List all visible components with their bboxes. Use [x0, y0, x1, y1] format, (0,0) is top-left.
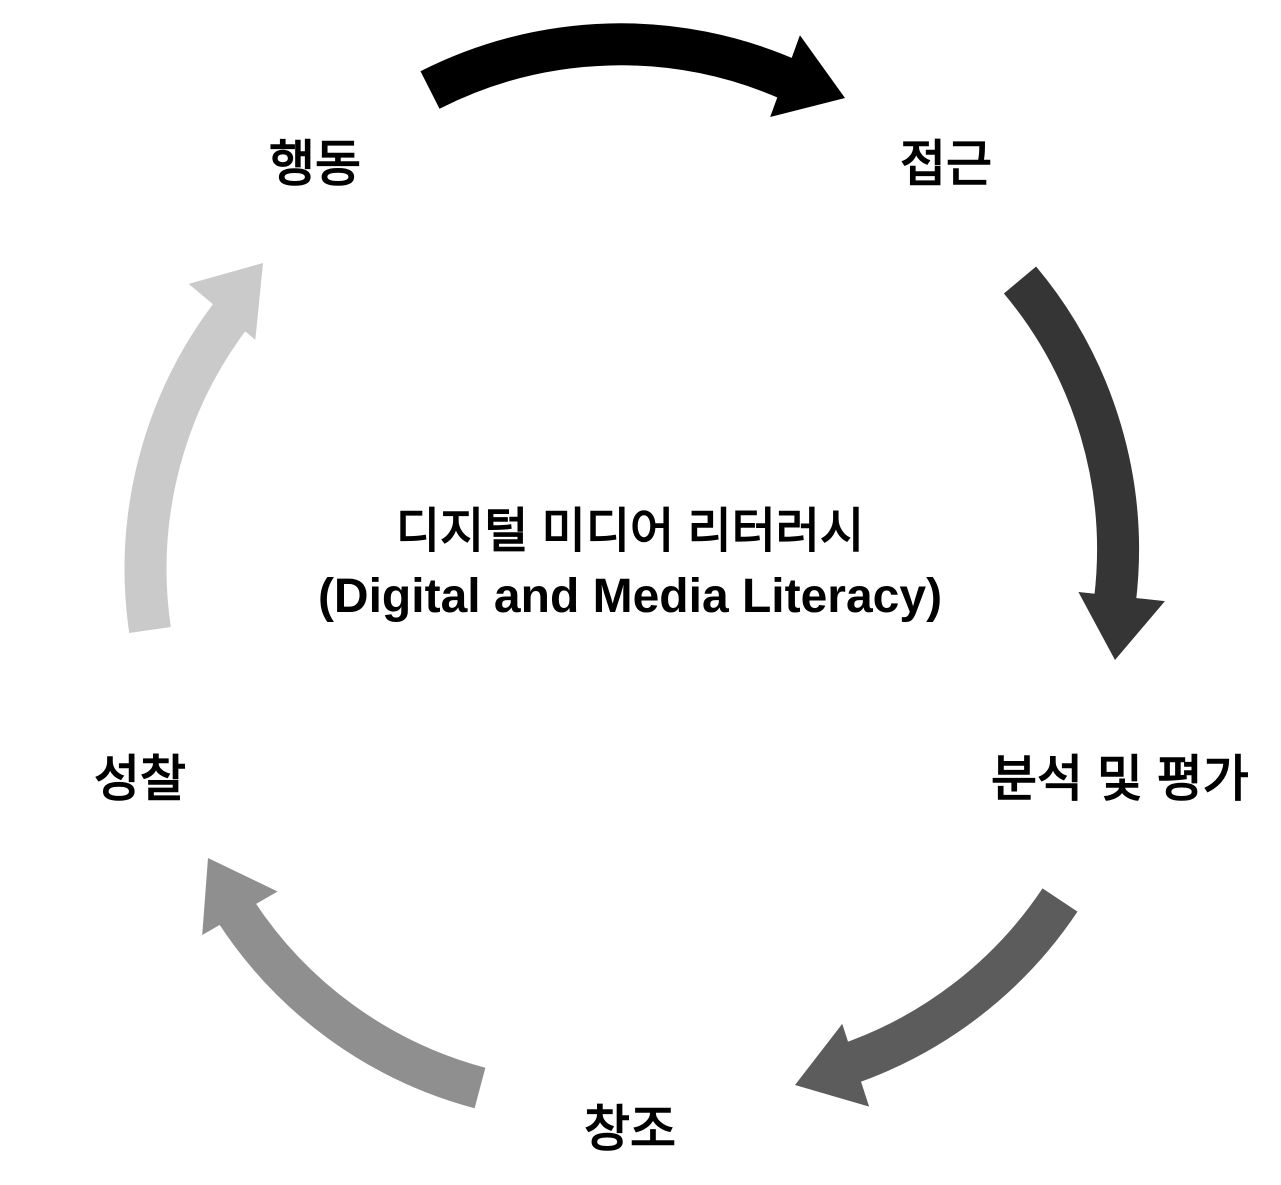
center-title: 디지털 미디어 리터러시 (Digital and Media Literacy…: [270, 500, 990, 630]
arrow-create-to-reflect: [202, 858, 480, 1088]
node-reflect: 성찰: [94, 739, 186, 811]
arrow-access-to-analyze: [1020, 280, 1165, 660]
node-analyze: 분석 및 평가: [991, 739, 1249, 811]
center-title-line1: 디지털 미디어 리터러시: [270, 500, 990, 565]
cycle-diagram: 디지털 미디어 리터러시 (Digital and Media Literacy…: [0, 0, 1281, 1185]
node-access: 접근: [900, 124, 992, 196]
node-create: 창조: [584, 1089, 676, 1161]
arrow-reflect-to-act: [146, 263, 263, 630]
arrow-analyze-to-create: [795, 900, 1060, 1107]
center-title-line2: (Digital and Media Literacy): [270, 565, 990, 630]
arrow-act-to-access: [430, 35, 845, 117]
node-act: 행동: [269, 124, 361, 196]
